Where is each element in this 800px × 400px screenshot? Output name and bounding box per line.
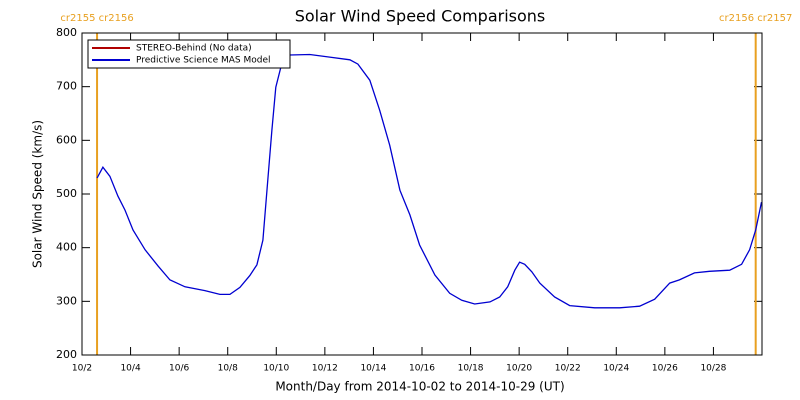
legend-label: Predictive Science MAS Model <box>136 56 271 66</box>
y-tick-label: 200 <box>56 348 77 361</box>
carrington-label: cr2155 cr2156 <box>60 13 133 24</box>
x-tick-label: 10/6 <box>169 364 189 374</box>
x-tick-label: 10/26 <box>652 364 678 374</box>
x-tick-label: 10/4 <box>120 364 140 374</box>
y-tick-label: 700 <box>56 80 77 93</box>
y-tick-label: 500 <box>56 187 77 200</box>
x-tick-label: 10/22 <box>555 364 581 374</box>
y-tick-label: 800 <box>56 26 77 39</box>
x-tick-label: 10/20 <box>506 364 532 374</box>
y-tick-label: 400 <box>56 241 77 254</box>
x-tick-label: 10/8 <box>218 364 238 374</box>
legend-box <box>87 39 291 69</box>
legend-label: STEREO-Behind (No data) <box>136 44 252 54</box>
x-tick-label: 10/18 <box>458 364 484 374</box>
x-axis-label: Month/Day from 2014-10-02 to 2014-10-29 … <box>275 380 564 394</box>
series-line <box>96 53 763 309</box>
x-tick-label: 10/24 <box>603 364 629 374</box>
plot-frame <box>81 32 763 356</box>
x-tick-label: 10/28 <box>700 364 726 374</box>
chart-title: Solar Wind Speed Comparisons <box>295 7 546 26</box>
carrington-label: cr2156 cr2157 <box>719 13 792 24</box>
x-tick-label: 10/2 <box>72 364 92 374</box>
x-tick-label: 10/14 <box>360 364 386 374</box>
x-tick-label: 10/12 <box>312 364 338 374</box>
y-tick-label: 300 <box>56 294 77 307</box>
x-tick-label: 10/10 <box>263 364 289 374</box>
y-tick-label: 600 <box>56 133 77 146</box>
x-tick-label: 10/16 <box>409 364 435 374</box>
y-axis-label: Solar Wind Speed (km/s) <box>31 120 45 268</box>
